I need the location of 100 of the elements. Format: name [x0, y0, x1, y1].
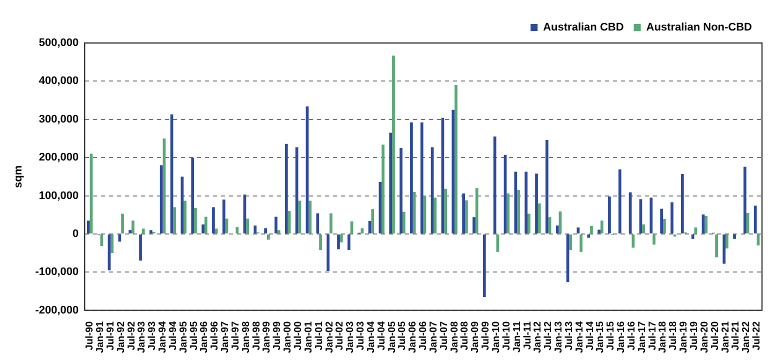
bar — [524, 172, 528, 234]
bar — [556, 226, 559, 234]
bar — [277, 230, 280, 234]
x-tick-label: Jul-92 — [126, 320, 138, 350]
bar — [670, 202, 674, 234]
bar — [254, 226, 257, 234]
x-tick-label: Jul-91 — [105, 320, 116, 350]
x-tick-label: Jul-15 — [606, 320, 617, 350]
y-tick-label: -200,000 — [35, 304, 79, 316]
bar — [121, 214, 124, 234]
bar — [493, 136, 496, 234]
bar — [212, 207, 215, 234]
x-tick-label: Jul-99 — [272, 320, 284, 350]
bar — [580, 234, 582, 252]
legend-label: Australian CBD — [543, 22, 624, 34]
x-tick-label: Jan-13 — [554, 320, 565, 354]
bar — [410, 122, 413, 234]
x-tick-label: Jul-95 — [188, 320, 200, 350]
bar — [402, 212, 406, 234]
bar — [660, 208, 663, 234]
bar — [326, 234, 330, 271]
x-tick-label: Jan-02 — [324, 320, 336, 354]
x-tick-label: Jul-22 — [752, 320, 763, 350]
x-tick-label: Jul-93 — [147, 320, 158, 350]
x-tick-label: Jul-04 — [376, 320, 388, 350]
bar — [412, 192, 416, 234]
x-tick-label: Jul-20 — [710, 320, 721, 350]
y-tick-label: 0 — [72, 228, 79, 240]
bar — [618, 169, 622, 234]
bar — [546, 140, 548, 234]
y-axis-title: sqm — [12, 165, 25, 188]
bar — [464, 200, 468, 234]
x-tick-label: Jan-98 — [240, 320, 252, 354]
bar — [663, 219, 666, 234]
bar — [434, 198, 437, 234]
x-tick-label: Jan-00 — [282, 320, 294, 354]
bar — [348, 234, 350, 250]
bar — [184, 200, 186, 234]
x-tick-label: Jan-22 — [741, 320, 752, 354]
bar — [360, 228, 364, 234]
x-tick-label: Jul-10 — [501, 320, 512, 350]
x-tick-label: Jan-15 — [595, 320, 606, 354]
bar — [600, 220, 604, 234]
bar — [214, 228, 218, 234]
bar — [128, 230, 132, 234]
x-tick-label: Jan-97 — [220, 320, 232, 354]
x-tick-label: Jul-12 — [543, 320, 554, 350]
x-tick-label: Jan-07 — [428, 320, 440, 354]
bar — [744, 166, 746, 234]
bar — [454, 85, 458, 234]
x-tick-label: Jul-94 — [168, 320, 179, 350]
bar — [330, 213, 332, 234]
bar — [337, 234, 340, 250]
x-tick-label: Jul-16 — [626, 320, 638, 350]
x-tick-label: Jan-06 — [408, 320, 419, 354]
bar — [246, 218, 250, 234]
x-tick-label: Jan-99 — [262, 320, 273, 354]
x-tick-label: Jan-08 — [449, 320, 460, 354]
x-tick-label: Jul-07 — [438, 320, 450, 350]
x-tick-label: Jul-17 — [647, 320, 658, 350]
x-tick-label: Jul-09 — [480, 320, 492, 350]
bar — [266, 234, 270, 240]
bar — [194, 208, 197, 234]
bar — [517, 190, 520, 234]
y-tick-label: 400,000 — [38, 75, 79, 88]
bar — [284, 144, 288, 234]
bar — [652, 234, 656, 245]
bar — [202, 224, 204, 234]
bar — [295, 147, 298, 234]
x-tick-label: Jan-11 — [512, 320, 523, 352]
bar — [389, 132, 392, 234]
x-tick-label: Jul-90 — [84, 320, 96, 350]
bar — [590, 226, 593, 234]
bar — [264, 228, 267, 234]
bar — [514, 172, 518, 234]
x-tick-label: Jul-97 — [230, 320, 242, 350]
bar — [392, 56, 395, 234]
bar — [482, 234, 486, 297]
bar — [142, 228, 145, 234]
x-tick-label: Jan-12 — [532, 320, 544, 354]
y-tick-label: -100,000 — [35, 266, 79, 278]
x-tick-label: Jul-01 — [314, 320, 325, 350]
bar — [132, 220, 134, 234]
x-tick-label: Jul-06 — [418, 320, 430, 350]
x-tick-label: Jul-21 — [730, 320, 742, 350]
x-tick-label: Jul-08 — [460, 320, 471, 350]
x-tick-label: Jul-18 — [668, 320, 680, 350]
bar — [149, 230, 152, 234]
legend-label: Australian Non-CBD — [646, 22, 752, 34]
y-tick-label: 300,000 — [38, 113, 79, 126]
x-tick-label: Jul-00 — [293, 320, 304, 350]
bar — [475, 188, 478, 234]
bar — [673, 234, 676, 237]
x-tick-label: Jul-05 — [397, 320, 408, 350]
y-tick-label: 500,000 — [38, 37, 79, 50]
bar — [726, 234, 728, 248]
bar — [632, 234, 635, 248]
x-tick-label: Jul-13 — [564, 320, 575, 350]
x-tick-label: Jan-93 — [136, 320, 148, 354]
bar — [528, 214, 530, 234]
